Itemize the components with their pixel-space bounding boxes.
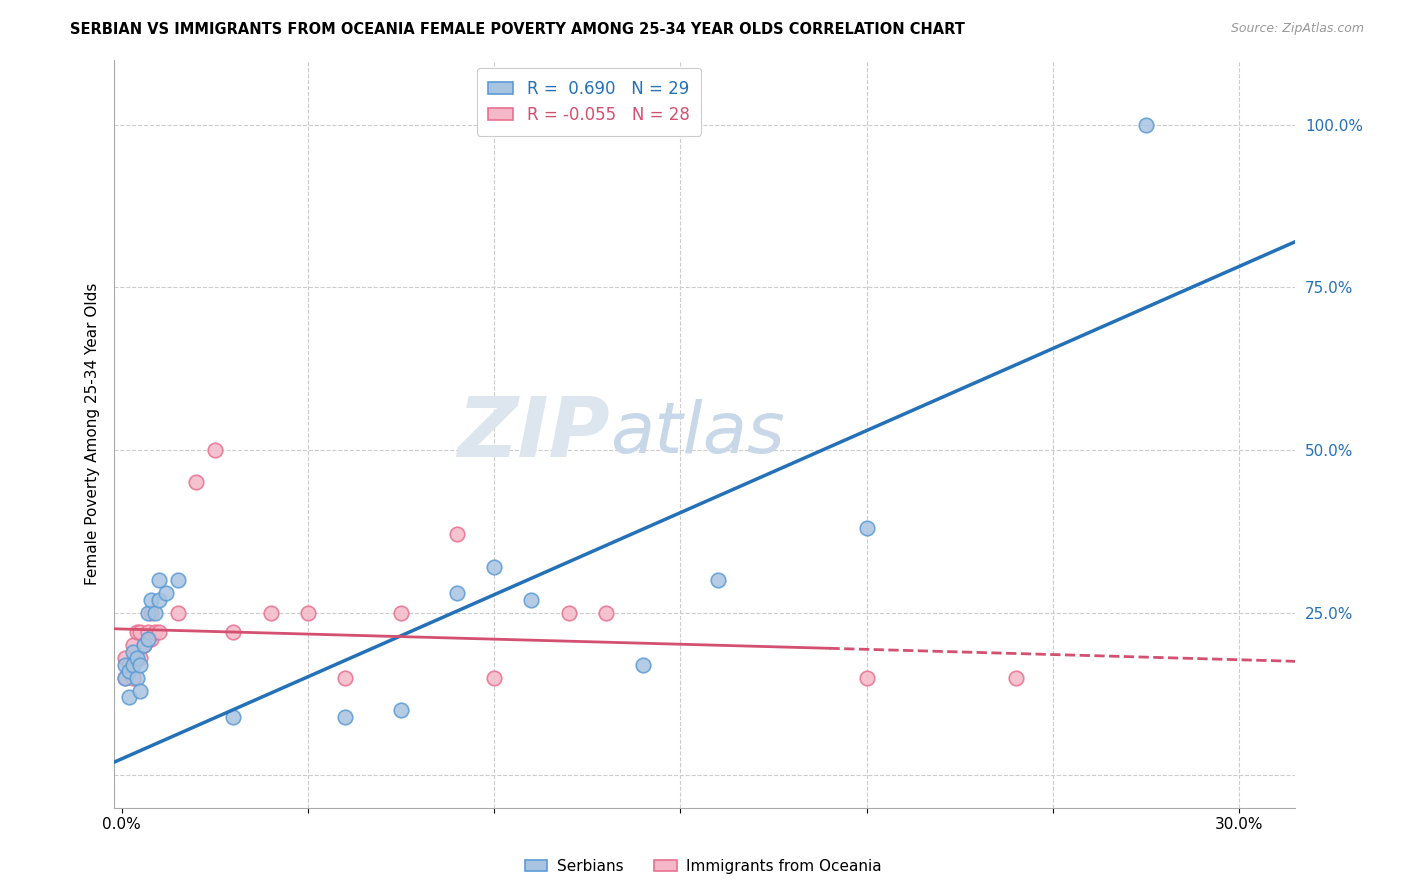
Point (121, 671, 143, 685)
Point (222, 625, 245, 640)
Point (118, 657, 141, 672)
Text: Source: ZipAtlas.com: Source: ZipAtlas.com (1230, 22, 1364, 36)
Point (333, 709, 356, 723)
Point (114, 671, 136, 685)
Point (389, 606, 412, 620)
Point (446, 586, 468, 600)
Point (186, 475, 208, 490)
Point (297, 606, 319, 620)
Point (855, 521, 877, 535)
Point (446, 527, 468, 541)
Point (148, 573, 170, 587)
Point (333, 671, 356, 685)
Point (143, 606, 166, 620)
Point (114, 651, 136, 665)
Point (260, 606, 283, 620)
Legend: Serbians, Immigrants from Oceania: Serbians, Immigrants from Oceania (519, 853, 887, 880)
Text: atlas: atlas (610, 399, 785, 468)
Point (520, 592, 543, 607)
Point (129, 625, 152, 640)
Point (166, 606, 188, 620)
Point (141, 592, 163, 607)
Point (121, 638, 143, 652)
Point (129, 651, 152, 665)
Legend: R =  0.690   N = 29, R = -0.055   N = 28: R = 0.690 N = 29, R = -0.055 N = 28 (477, 68, 702, 136)
Text: ZIP: ZIP (457, 393, 610, 475)
Point (129, 657, 152, 672)
Point (125, 671, 148, 685)
Point (595, 606, 617, 620)
Point (482, 560, 505, 574)
Point (1135, 118, 1157, 132)
Point (389, 703, 412, 717)
Text: SERBIAN VS IMMIGRANTS FROM OCEANIA FEMALE POVERTY AMONG 25-34 YEAR OLDS CORRELAT: SERBIAN VS IMMIGRANTS FROM OCEANIA FEMAL… (70, 22, 965, 37)
Point (482, 671, 505, 685)
Point (557, 606, 579, 620)
Point (121, 644, 143, 658)
Point (148, 625, 170, 640)
Point (125, 625, 148, 640)
Point (118, 690, 141, 704)
Point (143, 625, 166, 640)
Point (121, 657, 143, 672)
Point (136, 606, 159, 620)
Point (148, 592, 170, 607)
Y-axis label: Female Poverty Among 25-34 Year Olds: Female Poverty Among 25-34 Year Olds (86, 283, 100, 585)
Point (136, 625, 159, 640)
Point (118, 664, 141, 678)
Point (1004, 671, 1026, 685)
Point (631, 657, 654, 672)
Point (855, 671, 877, 685)
Point (136, 632, 159, 646)
Point (129, 683, 152, 698)
Point (222, 709, 245, 723)
Point (166, 573, 188, 587)
Point (141, 606, 163, 620)
Point (114, 657, 136, 672)
Point (114, 671, 136, 685)
Point (125, 651, 148, 665)
Point (155, 586, 177, 600)
Point (204, 442, 226, 457)
Point (706, 573, 728, 587)
Point (132, 638, 155, 652)
Point (132, 638, 155, 652)
Point (141, 632, 163, 646)
